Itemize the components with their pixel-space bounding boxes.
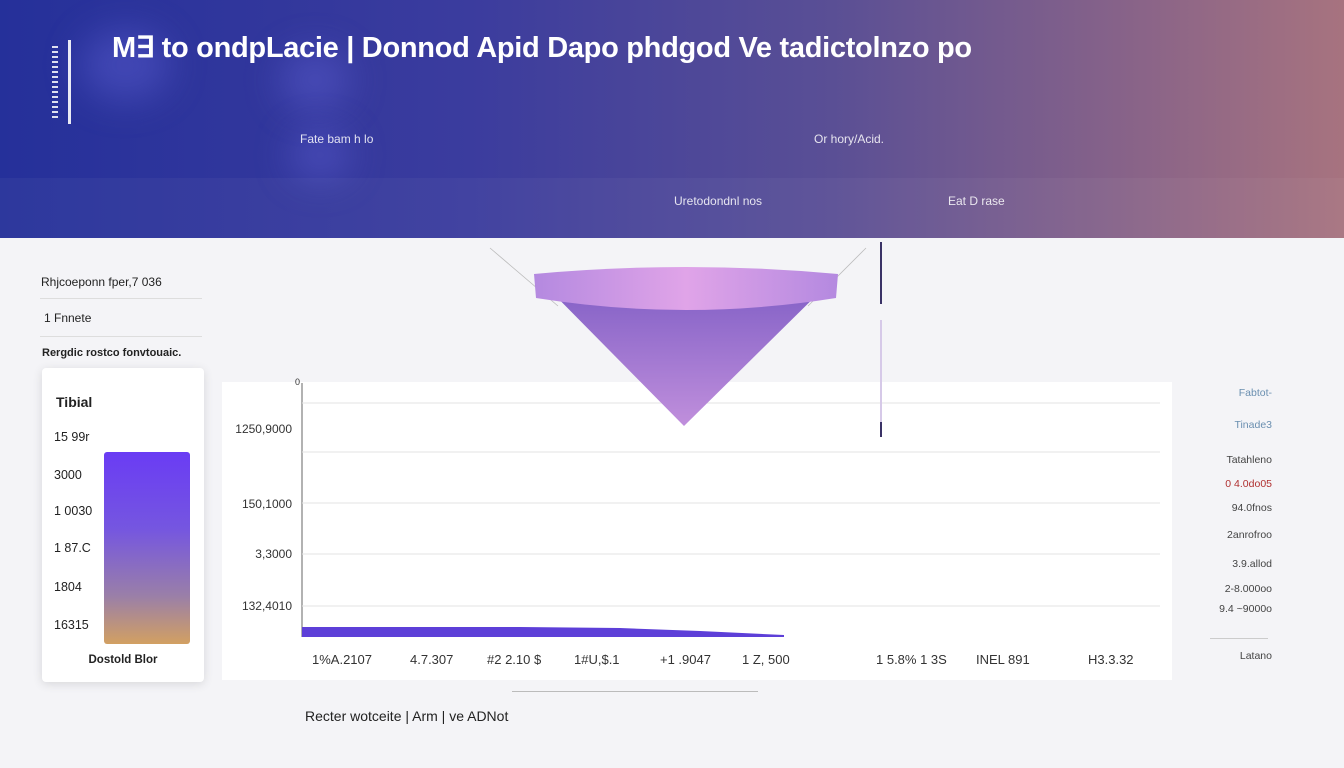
- footer-caption: Recter wotceite | Arm | ve ADNot: [305, 708, 509, 724]
- funnel-shape: [489, 247, 867, 426]
- y-tick-label: 0: [294, 377, 300, 387]
- x-tick-label: +1 .9047: [660, 652, 711, 667]
- card-value: 15 99r: [54, 430, 90, 444]
- page-title: M∃ to ondpLacie | Donnod Apid Dapo phdgo…: [112, 32, 972, 64]
- card-value: 1 87.C: [54, 541, 91, 555]
- x-tick-label: 1#U,$.1: [574, 652, 620, 667]
- x-tick-label: 1%A.2107: [312, 652, 372, 667]
- x-tick-label: 4.7.307: [410, 652, 454, 667]
- sidebar-subheading: Rergdic rostco fonvtouaic.: [42, 347, 182, 359]
- divider: [40, 336, 202, 337]
- legend-item[interactable]: 2-8.000oo: [1224, 583, 1272, 595]
- card-title: Tibial: [56, 394, 93, 410]
- legend-item[interactable]: Tatahleno: [1226, 454, 1272, 466]
- y-tick-label: 1250,9000: [235, 422, 292, 436]
- legend-item[interactable]: Fabtot-: [1238, 387, 1272, 399]
- legend-item-highlighted[interactable]: 0 4.0do05: [1225, 478, 1272, 490]
- header-meta-left: Fate bam h lo: [300, 132, 374, 146]
- marker-line: [880, 242, 882, 437]
- x-tick-label: 1 Z, 500: [742, 652, 790, 667]
- legend-footer: Latano: [1239, 650, 1272, 662]
- gradient-bar: [104, 452, 190, 644]
- divider: [1210, 638, 1268, 639]
- y-tick-label: 3,3000: [255, 547, 292, 561]
- divider: [512, 691, 758, 692]
- legend-item[interactable]: 94.0fnos: [1231, 502, 1272, 514]
- divider: [40, 298, 202, 299]
- area-series: [302, 627, 784, 637]
- legend-item[interactable]: 3.9.allod: [1232, 558, 1272, 570]
- y-tick-label: 150,1000: [241, 497, 292, 511]
- summary-card: Tibial 15 99r 3000 1 0030 1 87.C 1804 16…: [42, 368, 204, 682]
- sidebar-heading: Rhjcoeponn fper,7 036: [41, 275, 162, 289]
- card-value: 3000: [54, 468, 82, 482]
- card-value: 1804: [54, 580, 82, 594]
- x-tick-label: INEL 891: [976, 652, 1030, 667]
- card-value: 16315: [54, 618, 89, 632]
- x-tick-label: #2 2.10 $: [487, 652, 542, 667]
- logo-icon: [50, 40, 71, 124]
- legend-item[interactable]: Tinade3: [1234, 419, 1272, 431]
- card-value: 1 0030: [54, 504, 93, 518]
- x-tick-label: 1 5.8% 1 3S: [876, 652, 947, 667]
- header-meta-right: Or hory/Acid.: [814, 132, 885, 146]
- x-tick-label: H3.3.32: [1088, 652, 1134, 667]
- header-banner: M∃ to ondpLacie | Donnod Apid Dapo phdgo…: [0, 0, 1344, 238]
- y-tick-label: 132,4010: [241, 599, 292, 613]
- card-footer: Dostold Blor: [88, 654, 158, 666]
- sidebar-item-filter[interactable]: 1 Fnnete: [44, 311, 92, 325]
- legend-item[interactable]: 9.4 ~9000o: [1219, 603, 1272, 615]
- header-tab-center[interactable]: Uretodondnl nos: [674, 194, 763, 208]
- legend-item[interactable]: 2anrofroo: [1227, 529, 1272, 541]
- header-tab-right[interactable]: Eat D rase: [948, 194, 1005, 208]
